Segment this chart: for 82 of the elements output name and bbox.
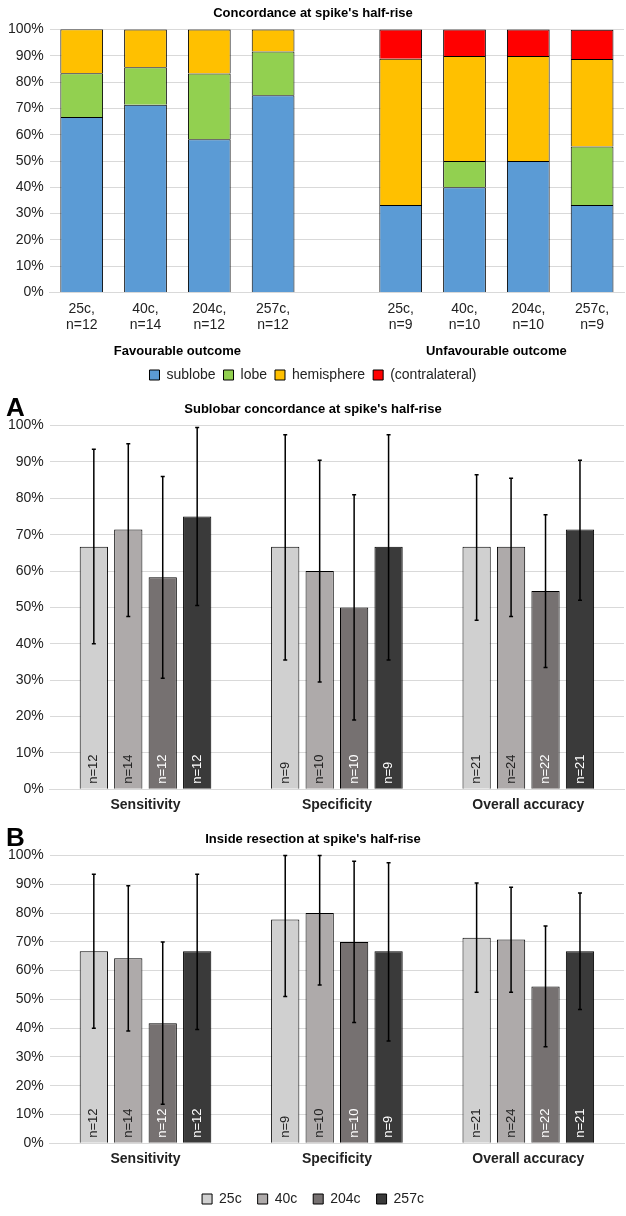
y-tick-label: 20% [15, 1076, 44, 1093]
legend-label: 257c [393, 1189, 424, 1206]
legend-label: lobe [240, 365, 268, 382]
y-tick-label: 20% [15, 230, 44, 247]
chart-title: Concordance at spike's half-rise [213, 5, 413, 21]
annotation: n=10 [311, 754, 327, 784]
y-tick-label: 50% [15, 151, 44, 168]
y-tick-label: 80% [15, 73, 44, 90]
y-tick-label: 0% [23, 780, 44, 797]
annotation: n=24 [502, 754, 518, 784]
legend-label: 25c [219, 1189, 242, 1206]
legend-label: sublobe [166, 365, 216, 382]
annotation: n=9 [276, 761, 292, 784]
y-tick-label: 100% [7, 20, 44, 37]
x-tick-label: Specificity [301, 796, 373, 813]
annotation: n=22 [537, 754, 553, 784]
y-tick-label: 90% [15, 452, 44, 469]
annotation: n=9 [276, 1115, 292, 1138]
text: Favourable outcome [113, 343, 241, 359]
y-tick-label: 80% [15, 903, 44, 920]
annotation: n=14 [119, 754, 135, 784]
annotation: n=21 [468, 1108, 484, 1138]
x-tick-label: 257c, n=9 [574, 299, 610, 333]
y-tick-label: 0% [23, 1134, 44, 1151]
legend-label: 40c [274, 1189, 298, 1206]
y-tick-label: 60% [15, 961, 44, 978]
y-tick-label: 0% [23, 283, 44, 300]
chart-title: Sublobar concordance at spike's half-rise [184, 401, 442, 417]
y-tick-label: 30% [15, 1047, 44, 1064]
y-tick-label: 30% [15, 204, 44, 221]
legend-label: (contralateral) [390, 365, 477, 382]
annotation: n=12 [85, 754, 101, 784]
y-tick-label: 80% [15, 489, 44, 506]
annotation: n=21 [571, 1108, 587, 1138]
annotation: n=21 [468, 754, 484, 784]
y-tick-label: 10% [15, 743, 44, 760]
y-tick-label: 70% [15, 932, 44, 949]
y-tick-label: 60% [15, 561, 44, 578]
y-tick-label: 60% [15, 125, 44, 142]
x-tick-label: Specificity [301, 1150, 373, 1167]
y-tick-label: 40% [15, 178, 44, 195]
annotation: n=12 [188, 1108, 204, 1138]
x-tick-label: 204c, n=10 [511, 299, 546, 333]
annotation: n=21 [571, 754, 587, 784]
y-tick-label: 10% [15, 256, 44, 273]
y-tick-label: 70% [15, 99, 44, 116]
legend-label: 204c [330, 1189, 361, 1206]
x-tick-label: Overall accuracy [472, 1150, 585, 1167]
x-tick-label: Overall accuracy [472, 796, 585, 813]
y-tick-label: 30% [15, 670, 44, 687]
annotation: n=12 [154, 754, 170, 784]
x-tick-label: Sensitivity [110, 796, 181, 813]
x-tick-label: 25c, n=12 [65, 299, 98, 333]
y-tick-label: 40% [15, 1019, 44, 1036]
y-tick-label: 50% [15, 598, 44, 615]
x-tick-label: 204c, n=12 [192, 299, 227, 333]
annotation: n=12 [188, 754, 204, 784]
x-tick-label: 40c, n=10 [448, 299, 481, 333]
annotation: n=12 [85, 1108, 101, 1138]
annotation: n=22 [537, 1108, 553, 1138]
annotation: n=10 [345, 1108, 361, 1138]
y-tick-label: 90% [15, 875, 44, 892]
annotation: n=10 [345, 754, 361, 784]
y-tick-label: 90% [15, 46, 44, 63]
annotation: n=14 [119, 1108, 135, 1138]
x-tick-label: 257c, n=12 [255, 299, 291, 333]
x-tick-label: 25c, n=9 [387, 299, 414, 333]
x-tick-label: 40c, n=14 [129, 299, 162, 333]
y-tick-label: 70% [15, 525, 44, 542]
annotation: n=9 [380, 761, 396, 784]
y-tick-label: 50% [15, 990, 44, 1007]
x-tick-label: Sensitivity [110, 1150, 181, 1167]
annotation: n=24 [502, 1108, 518, 1138]
legend-label: hemisphere [292, 365, 366, 382]
annotation: n=9 [380, 1115, 396, 1138]
annotation: n=10 [311, 1108, 327, 1138]
y-tick-label: 40% [15, 634, 44, 651]
y-tick-label: 20% [15, 707, 44, 724]
annotation: n=12 [154, 1108, 170, 1138]
text: Unfavourable outcome [425, 343, 567, 359]
y-tick-label: 10% [15, 1105, 44, 1122]
chart-title: Inside resection at spike's half-rise [205, 831, 421, 847]
